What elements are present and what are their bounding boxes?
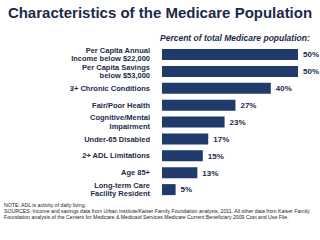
svg-text:Fair/Poor Health: Fair/Poor Health: [92, 101, 150, 110]
svg-text:Age 85+: Age 85+: [121, 168, 151, 177]
html-text:Characteristics of the Medicar: Characteristics of the Medicare Populati…: [7, 4, 313, 21]
svg-text:50%: 50%: [303, 50, 312, 59]
html-text:SOURCES: Income and savings da: SOURCES: Income and savings data from Ur…: [4, 208, 310, 221]
svg-text:Per Capita Savingsbelow $53,00: Per Capita Savingsbelow $53,000: [82, 63, 150, 81]
svg-text:50%: 50%: [303, 67, 312, 76]
svg-text:23%: 23%: [230, 118, 246, 127]
svg-text:27%: 27%: [240, 101, 256, 110]
svg-text:Cognitive/MentalImpairment: Cognitive/MentalImpairment: [90, 113, 151, 131]
html-text:NOTE: ADL is activity of daily: NOTE: ADL is activity of daily living.: [4, 202, 86, 208]
svg-text:5%: 5%: [181, 185, 193, 194]
svg-text:Under-65 Disabled: Under-65 Disabled: [84, 135, 150, 144]
svg-text:13%: 13%: [202, 169, 218, 178]
svg-text:40%: 40%: [276, 84, 292, 93]
svg-text:Long-term CareFacility Residen: Long-term CareFacility Resident: [90, 181, 150, 198]
svg-text:15%: 15%: [208, 152, 224, 161]
html-text:Percent of total Medicare popu: Percent of total Medicare population:: [160, 33, 310, 43]
svg-text:Per Capita AnnualIncome below: Per Capita AnnualIncome below $22,000: [71, 46, 150, 63]
svg-text:17%: 17%: [213, 135, 229, 144]
svg-text:2+ ADL Limitations: 2+ ADL Limitations: [82, 151, 150, 160]
svg-text:3+ Chronic Conditions: 3+ Chronic Conditions: [70, 84, 150, 93]
